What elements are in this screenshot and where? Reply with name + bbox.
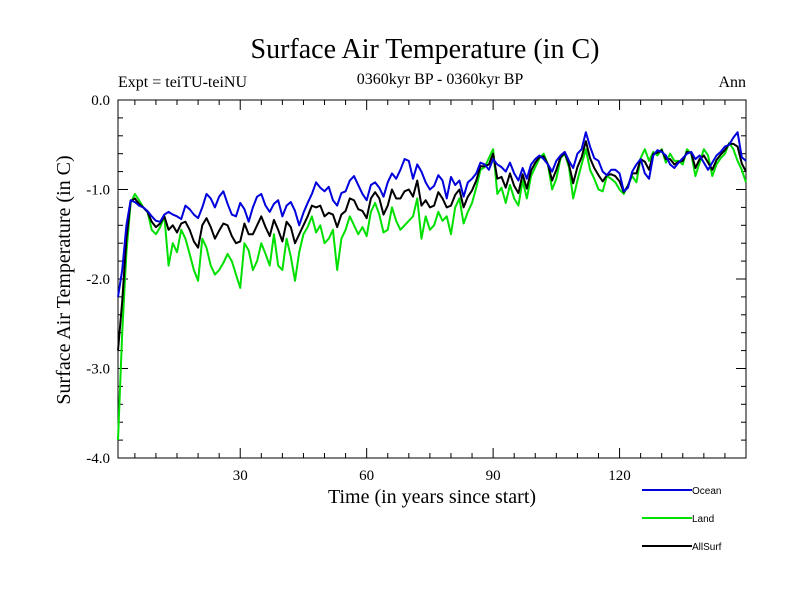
series-lines bbox=[117, 131, 747, 441]
series-line-land bbox=[117, 141, 747, 441]
axis-tick-labels: 30 60 90 120 0.0 -1.0 -2.0 -3.0 -4.0 bbox=[86, 93, 631, 484]
legend: Ocean Land AllSurf bbox=[642, 486, 722, 553]
y-tick-label: -2.0 bbox=[86, 272, 110, 288]
chart-subtitle: 0360kyr BP - 0360kyr BP bbox=[357, 71, 524, 88]
chart-title: Surface Air Temperature (in C) bbox=[251, 34, 600, 65]
legend-label-land: Land bbox=[692, 514, 714, 525]
axis-ticks bbox=[118, 99, 746, 459]
x-tick-label: 30 bbox=[233, 468, 248, 484]
experiment-label: Expt = teiTU-teiNU bbox=[118, 74, 247, 91]
x-axis-label: Time (in years since start) bbox=[328, 486, 536, 508]
y-axis-label: Surface Air Temperature (in C) bbox=[53, 155, 75, 404]
x-tick-label: 60 bbox=[359, 468, 374, 484]
y-tick-label: -4.0 bbox=[86, 451, 110, 467]
x-tick-label: 90 bbox=[486, 468, 501, 484]
x-tick-label: 120 bbox=[608, 468, 631, 484]
series-line-ocean bbox=[117, 131, 747, 298]
y-tick-label: -3.0 bbox=[86, 362, 110, 378]
legend-label-allsurf: AllSurf bbox=[692, 542, 722, 553]
y-tick-label: 0.0 bbox=[91, 93, 110, 109]
y-tick-label: -1.0 bbox=[86, 183, 110, 199]
season-label: Ann bbox=[718, 74, 746, 91]
legend-label-ocean: Ocean bbox=[692, 486, 721, 497]
